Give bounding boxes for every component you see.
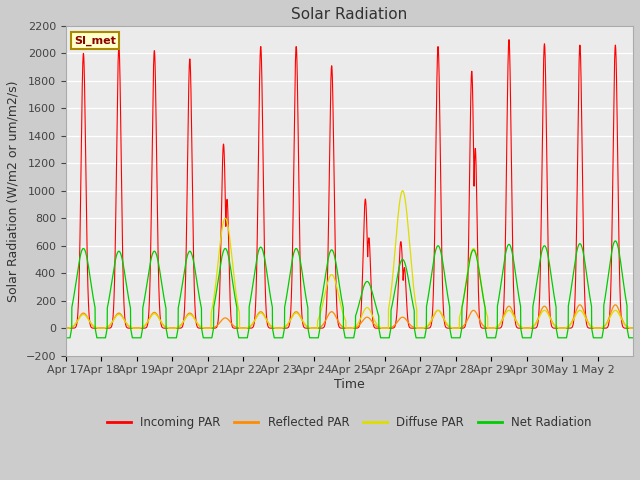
- Incoming PAR: [505, 37, 513, 43]
- Line: Diffuse PAR: Diffuse PAR: [66, 191, 633, 328]
- Net Radiation: [62, 335, 70, 341]
- Diffuse PAR: [209, 302, 216, 308]
- Incoming PAR: [209, 325, 216, 331]
- Net Radiation: [557, 335, 564, 341]
- Y-axis label: Solar Radiation (W/m2 or um/m2/s): Solar Radiation (W/m2 or um/m2/s): [7, 80, 20, 301]
- Diffuse PAR: [557, 325, 564, 331]
- Incoming PAR: [557, 325, 564, 331]
- Diffuse PAR: [629, 325, 637, 331]
- Diffuse PAR: [399, 188, 406, 193]
- X-axis label: Time: Time: [334, 378, 365, 391]
- Incoming PAR: [236, 325, 244, 331]
- Incoming PAR: [82, 150, 90, 156]
- Incoming PAR: [629, 325, 637, 331]
- Diffuse PAR: [62, 325, 70, 331]
- Reflected PAR: [62, 325, 70, 331]
- Incoming PAR: [62, 325, 70, 331]
- Line: Incoming PAR: Incoming PAR: [66, 40, 633, 328]
- Reflected PAR: [316, 324, 324, 330]
- Reflected PAR: [557, 325, 564, 331]
- Line: Reflected PAR: Reflected PAR: [66, 305, 633, 328]
- Incoming PAR: [316, 325, 324, 331]
- Text: SI_met: SI_met: [74, 36, 116, 46]
- Reflected PAR: [236, 325, 244, 331]
- Diffuse PAR: [236, 325, 244, 331]
- Diffuse PAR: [82, 312, 90, 318]
- Reflected PAR: [629, 325, 637, 331]
- Diffuse PAR: [316, 311, 324, 316]
- Net Radiation: [82, 249, 90, 255]
- Title: Solar Radiation: Solar Radiation: [291, 7, 408, 22]
- Net Radiation: [488, 335, 495, 341]
- Reflected PAR: [576, 302, 584, 308]
- Net Radiation: [209, 330, 216, 336]
- Incoming PAR: [488, 325, 495, 331]
- Net Radiation: [629, 335, 637, 341]
- Reflected PAR: [488, 325, 495, 331]
- Net Radiation: [611, 238, 619, 244]
- Reflected PAR: [82, 312, 90, 317]
- Legend: Incoming PAR, Reflected PAR, Diffuse PAR, Net Radiation: Incoming PAR, Reflected PAR, Diffuse PAR…: [102, 411, 596, 433]
- Net Radiation: [316, 304, 324, 310]
- Reflected PAR: [209, 325, 216, 331]
- Line: Net Radiation: Net Radiation: [66, 241, 633, 338]
- Diffuse PAR: [488, 325, 496, 331]
- Net Radiation: [236, 335, 244, 341]
